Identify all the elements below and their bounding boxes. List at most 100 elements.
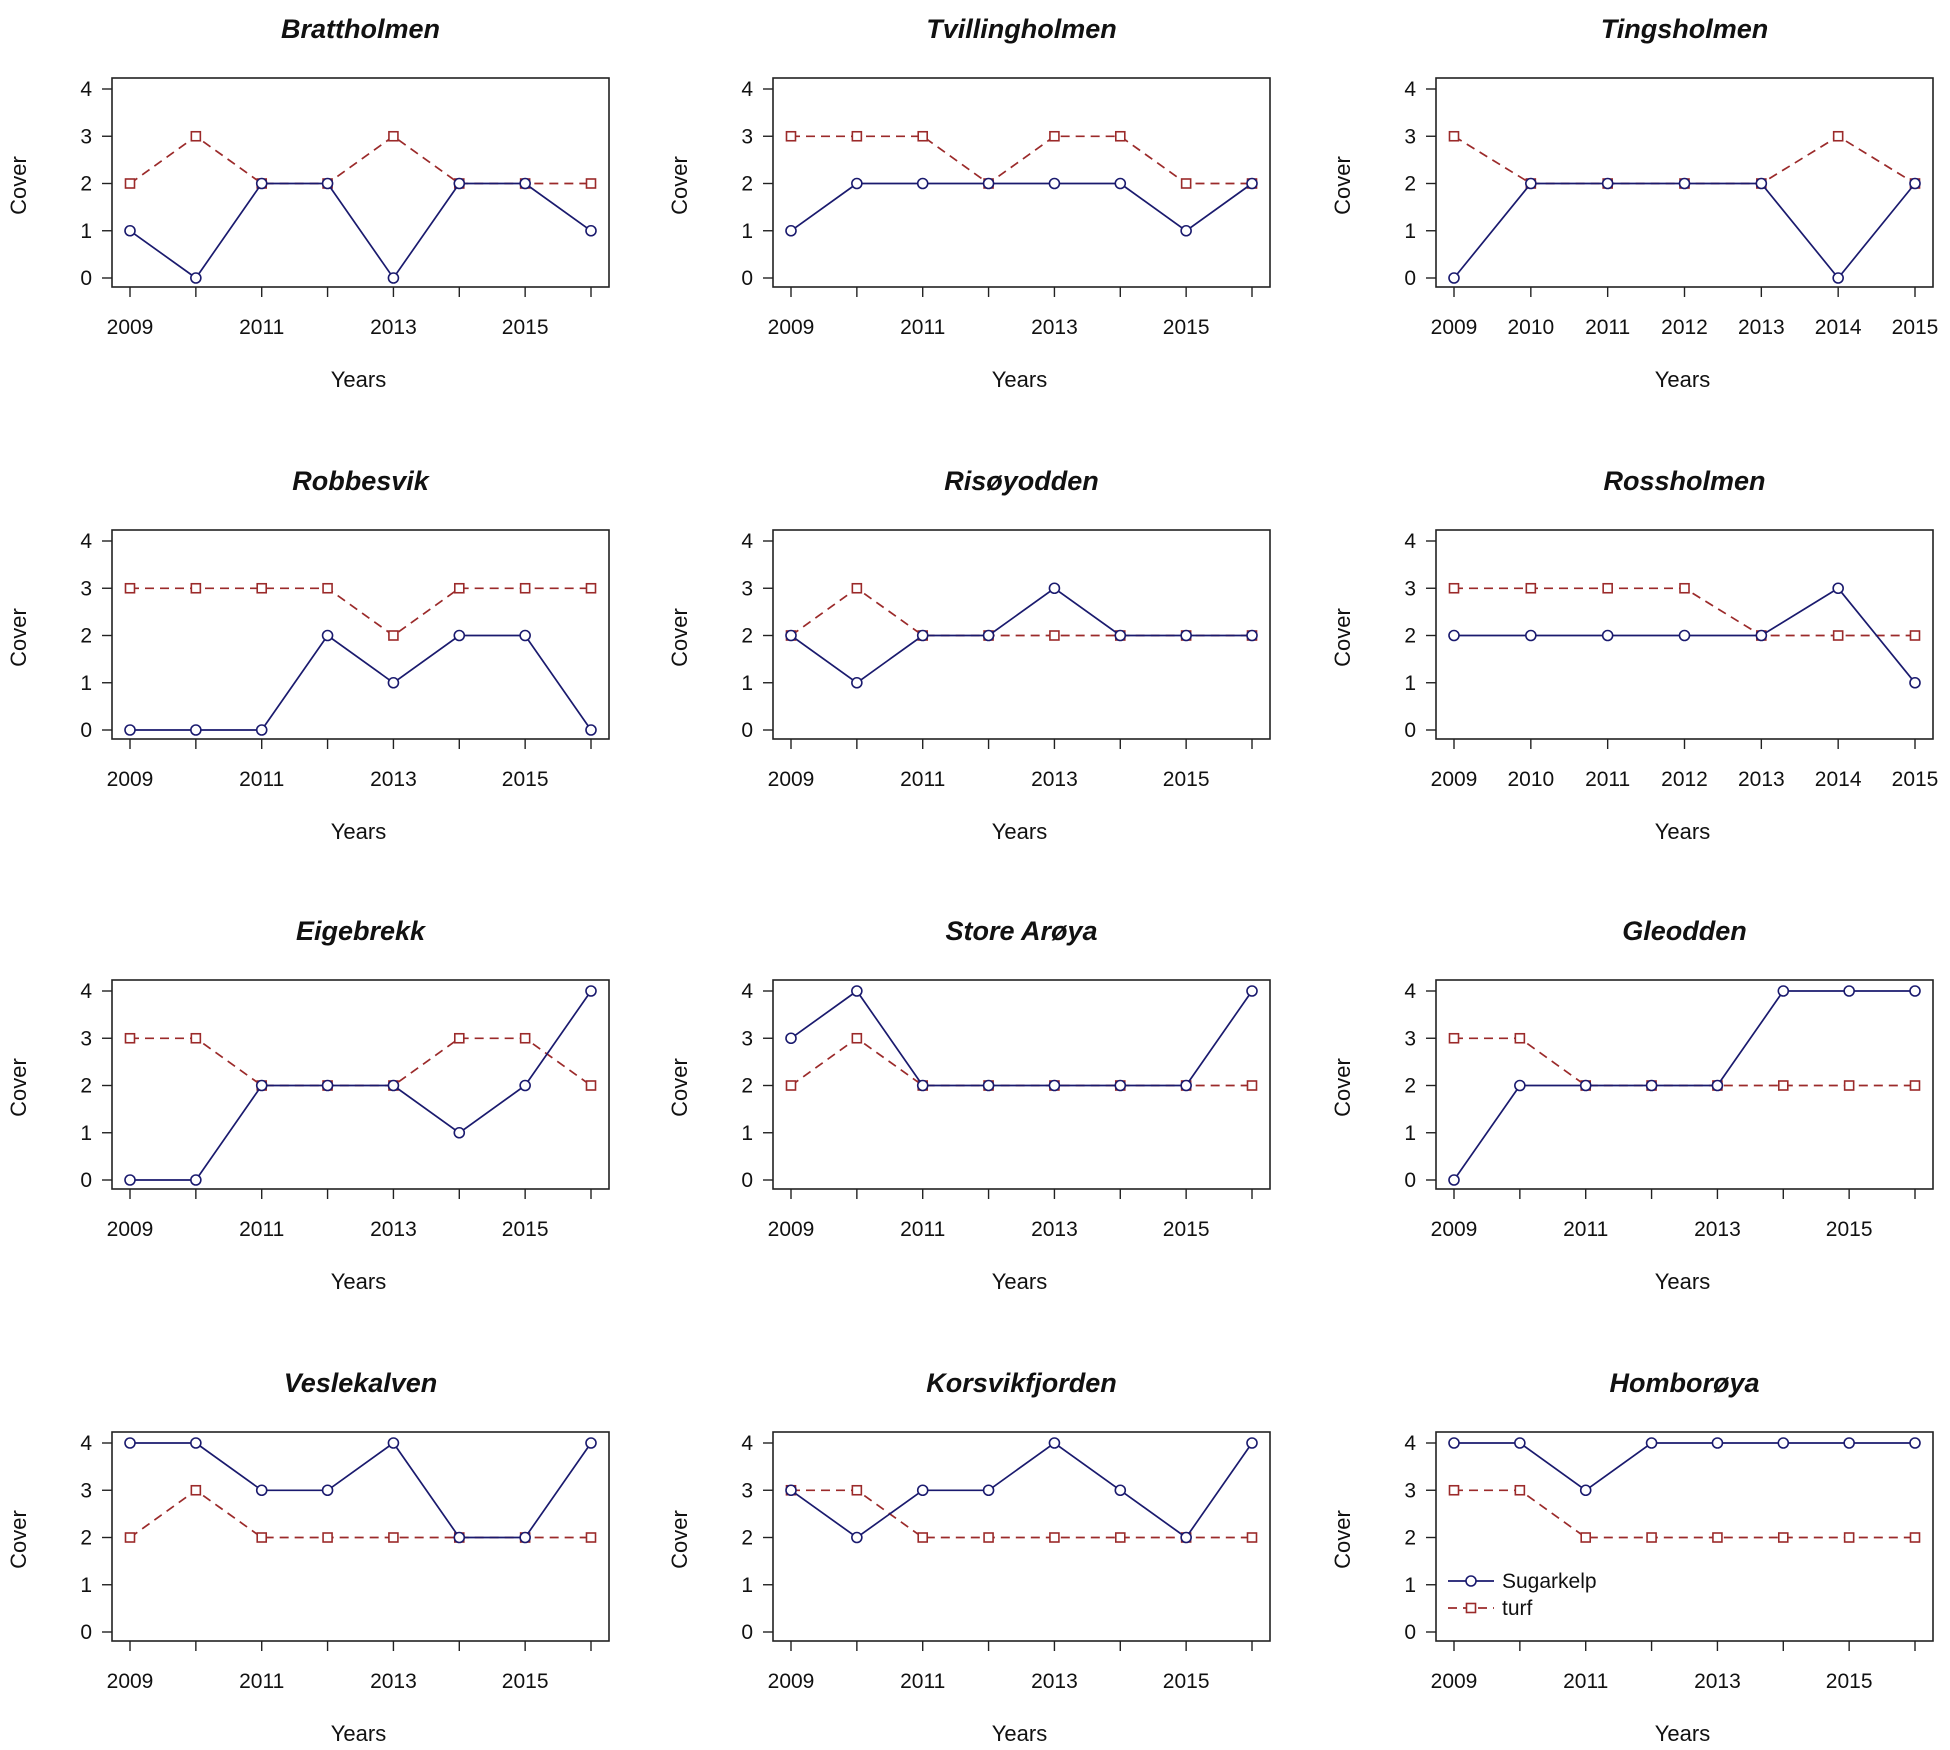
x-tick-label: 2011: [239, 316, 284, 339]
turf-point: [1448, 1484, 1460, 1496]
x-tick-label: 2009: [768, 768, 815, 791]
panel-title: Risøyodden: [944, 466, 1099, 496]
turf-point: [1514, 1484, 1526, 1496]
turf-point: [388, 1532, 399, 1543]
turf-point: [190, 1484, 202, 1496]
plot-frame: [772, 979, 1271, 1190]
x-axis-label: Years: [1655, 1721, 1710, 1746]
x-axis-label: Years: [331, 1269, 386, 1294]
y-tick-label: 3: [80, 125, 92, 148]
x-tick-label: 2009: [1431, 768, 1478, 791]
turf-point: [585, 1080, 597, 1091]
turf-point: [1843, 1532, 1855, 1543]
x-tick-label: 2013: [1031, 1218, 1078, 1241]
turf-point: [1049, 630, 1060, 641]
series-line-sugarkelp: [1453, 182, 1916, 280]
panel-robbesvik: Robbesvik 0 1 2 3 4 2009 2011 2013 2015 Years Cover: [6, 466, 610, 844]
x-axis-label: Years: [1655, 819, 1710, 844]
x-tick-label: 2009: [107, 768, 154, 791]
turf-point: [1049, 130, 1060, 142]
sugarkelp-point: [1114, 1079, 1127, 1092]
x-tick-label: 2014: [1815, 316, 1862, 339]
x-tick-label: 2011: [239, 1218, 284, 1241]
turf-point: [190, 1032, 202, 1044]
plot-frame: [1435, 979, 1934, 1190]
turf-point: [585, 1532, 597, 1543]
y-tick-label: 4: [80, 78, 92, 101]
y-tick-label: 4: [80, 1432, 92, 1455]
series-line-sugarkelp: [129, 182, 592, 280]
sugarkelp-point: [1601, 177, 1614, 190]
y-axis-label: Cover: [6, 1058, 31, 1117]
sugarkelp-point: [982, 1484, 995, 1497]
y-tick-label: 0: [741, 719, 753, 742]
sugarkelp-point: [453, 629, 466, 642]
series-line-turf: [1454, 1037, 1915, 1087]
sugarkelp-point: [1777, 985, 1790, 997]
sugarkelp-point: [785, 1484, 797, 1497]
y-tick-label: 4: [80, 980, 92, 1003]
turf-point: [1514, 1032, 1526, 1044]
panel-gleodden: Gleodden 0 1 2 3 4 2009 2011 2013 2015 Years Cover: [1330, 916, 1934, 1294]
turf-point: [1832, 630, 1844, 641]
panel-title: Gleodden: [1622, 916, 1747, 946]
panel-title: Store Arøya: [945, 916, 1097, 946]
x-tick-label: 2015: [1163, 1218, 1210, 1241]
panel-title: Veslekalven: [284, 1368, 438, 1398]
turf-point: [1246, 1080, 1258, 1091]
turf-point: [917, 130, 929, 142]
turf-point: [1448, 130, 1460, 142]
sugarkelp-point: [585, 724, 597, 736]
turf-point: [1843, 1080, 1855, 1091]
y-tick-label: 0: [741, 267, 753, 290]
turf-point: [1777, 1532, 1789, 1543]
x-tick-label: 2009: [1431, 1218, 1478, 1241]
x-tick-label: 2009: [107, 316, 154, 339]
sugarkelp-point: [1048, 1079, 1061, 1092]
x-tick-label: 2015: [1826, 1670, 1873, 1693]
x-axis-label: Years: [331, 1721, 386, 1746]
turf-point: [1049, 1532, 1060, 1543]
y-tick-label: 0: [741, 1169, 753, 1192]
x-tick-label: 2011: [239, 1670, 284, 1693]
y-tick-label: 1: [741, 1122, 753, 1145]
x-tick-label: 2009: [107, 1670, 154, 1693]
y-axis-label: Cover: [667, 1510, 692, 1569]
y-tick-label: 0: [80, 719, 92, 742]
x-axis-label: Years: [331, 367, 386, 392]
series-line-turf: [129, 135, 591, 185]
x-tick-label: 2011: [1585, 316, 1630, 339]
turf-point: [322, 1532, 333, 1543]
turf-point: [1602, 582, 1613, 594]
y-axis-label: Cover: [1330, 156, 1355, 215]
sugarkelp-point: [916, 1484, 929, 1497]
sugarkelp-point: [255, 177, 268, 190]
legend: Sugarkelp turf: [1448, 1570, 1597, 1620]
y-tick-label: 1: [80, 672, 92, 695]
y-tick-label: 3: [80, 1479, 92, 1502]
sugarkelp-point: [585, 1437, 597, 1449]
sugarkelp-point: [1579, 1484, 1592, 1497]
sugarkelp-point: [785, 224, 797, 237]
panel-title: Rossholmen: [1603, 466, 1765, 496]
x-axis-label: Years: [331, 819, 386, 844]
sugarkelp-point: [1246, 985, 1258, 997]
x-tick-label: 2011: [900, 316, 945, 339]
x-tick-label: 2011: [900, 1670, 945, 1693]
y-tick-label: 3: [1404, 1479, 1416, 1502]
y-tick-label: 0: [741, 1621, 753, 1644]
x-tick-label: 2013: [370, 316, 417, 339]
series-line-sugarkelp: [1454, 1442, 1915, 1492]
x-tick-label: 2013: [1694, 1670, 1741, 1693]
sugarkelp-point: [1579, 1079, 1592, 1092]
turf-point: [190, 130, 202, 142]
y-tick-label: 3: [1404, 577, 1416, 600]
turf-point: [785, 130, 797, 142]
sugarkelp-point: [916, 177, 929, 190]
turf-point: [1448, 1032, 1460, 1044]
sugarkelp-point: [519, 1531, 531, 1544]
plot-frame: [1435, 1431, 1934, 1642]
x-tick-label: 2010: [1507, 768, 1554, 791]
legend-marker: [1465, 1575, 1477, 1587]
sugarkelp-point: [1114, 177, 1127, 190]
